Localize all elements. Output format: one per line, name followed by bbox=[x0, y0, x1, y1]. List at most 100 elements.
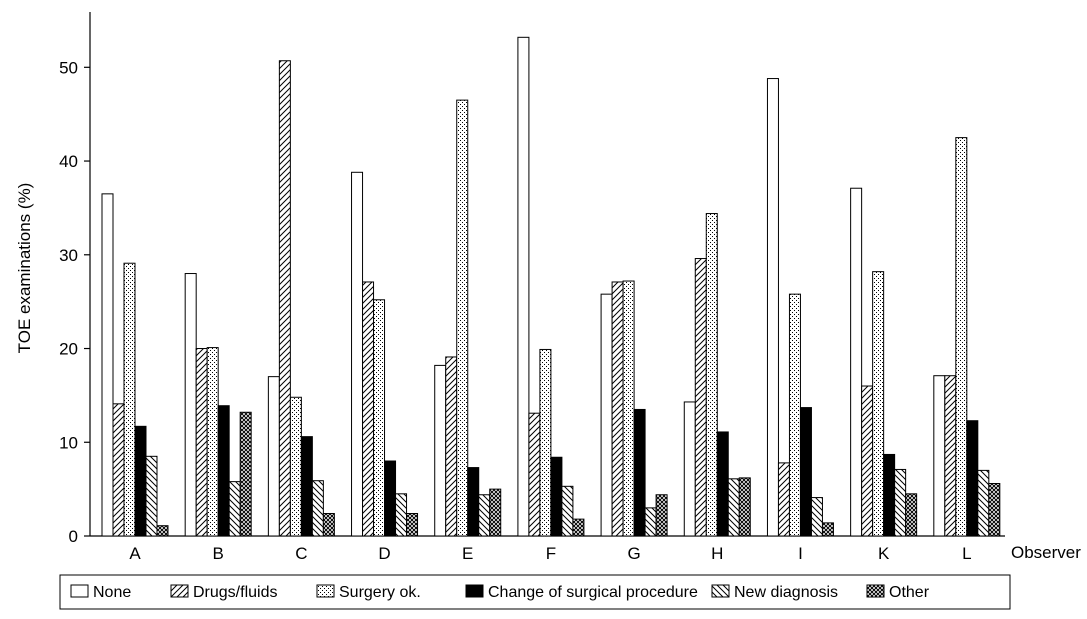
bar-F-none bbox=[517, 36, 530, 537]
x-tick-label: D bbox=[378, 544, 390, 563]
bar-D-none bbox=[351, 171, 364, 537]
legend-item: Drugs/fluids bbox=[170, 584, 277, 601]
x-tick-label: B bbox=[213, 544, 224, 563]
legend-label: Drugs/fluids bbox=[193, 584, 277, 601]
legend-swatch bbox=[866, 584, 885, 598]
bar-I-surgery-ok- bbox=[788, 293, 801, 537]
bar-A-new-diagnosis bbox=[145, 455, 158, 537]
legend-item: None bbox=[70, 584, 131, 601]
bar-C-none bbox=[267, 376, 280, 537]
bar-K-new-diagnosis bbox=[894, 468, 907, 537]
bar-F-new-diagnosis bbox=[561, 485, 574, 537]
bar-K-other bbox=[905, 493, 918, 537]
x-tick-label: F bbox=[546, 544, 556, 563]
x-tick-label: G bbox=[627, 544, 640, 563]
x-tick-label: K bbox=[878, 544, 890, 563]
bar-group-C bbox=[267, 60, 335, 537]
bar-G-new-diagnosis bbox=[644, 507, 657, 537]
bar-G-change-of-surgical-procedure bbox=[633, 408, 646, 537]
bar-G-drugs-fluids bbox=[611, 281, 624, 537]
bar-F-surgery-ok- bbox=[539, 348, 552, 537]
bar-L-new-diagnosis bbox=[977, 469, 990, 537]
bar-C-drugs-fluids bbox=[278, 60, 291, 537]
bar-D-new-diagnosis bbox=[395, 493, 408, 537]
bar-B-other bbox=[239, 411, 252, 537]
legend-frame bbox=[59, 574, 1011, 610]
bar-B-surgery-ok- bbox=[206, 347, 219, 537]
bar-L-drugs-fluids bbox=[944, 375, 957, 537]
y-tick-label: 30 bbox=[59, 246, 78, 265]
bar-group-G bbox=[600, 280, 668, 537]
bar-B-change-of-surgical-procedure bbox=[217, 405, 230, 537]
y-tick-label: 0 bbox=[69, 527, 78, 546]
legend-swatch bbox=[711, 584, 730, 598]
bar-group-A bbox=[101, 193, 169, 537]
bar-group-L bbox=[933, 137, 1001, 537]
bar-I-drugs-fluids bbox=[777, 462, 790, 537]
bar-B-drugs-fluids bbox=[195, 348, 208, 537]
legend-label: Change of surgical procedure bbox=[488, 584, 698, 601]
legend-swatch bbox=[465, 584, 484, 598]
legend-label: None bbox=[93, 584, 131, 601]
bar-H-surgery-ok- bbox=[705, 213, 718, 537]
legend-swatch bbox=[70, 584, 89, 598]
bar-E-surgery-ok- bbox=[456, 99, 469, 537]
legend: None Drugs/fluids Surgery ok. Change of sur… bbox=[59, 574, 1011, 610]
x-tick-label: I bbox=[798, 544, 803, 563]
bar-B-new-diagnosis bbox=[228, 481, 241, 537]
bar-G-surgery-ok- bbox=[622, 280, 635, 537]
bar-I-other bbox=[821, 522, 834, 537]
bar-H-drugs-fluids bbox=[694, 258, 707, 537]
bar-L-other bbox=[988, 483, 1001, 537]
legend-swatch bbox=[170, 584, 189, 598]
x-tick-label: C bbox=[295, 544, 307, 563]
bar-C-other bbox=[322, 513, 335, 537]
bar-L-change-of-surgical-procedure bbox=[966, 420, 979, 537]
bar-D-change-of-surgical-procedure bbox=[384, 460, 397, 537]
bars bbox=[101, 36, 1001, 537]
legend-item: Other bbox=[866, 584, 930, 601]
bar-D-other bbox=[406, 513, 419, 537]
x-tick-label: L bbox=[962, 544, 971, 563]
bar-I-none bbox=[766, 78, 779, 537]
bar-D-drugs-fluids bbox=[362, 281, 375, 537]
bar-C-change-of-surgical-procedure bbox=[300, 436, 313, 537]
bar-group-K bbox=[850, 187, 918, 537]
legend-swatch bbox=[316, 584, 335, 598]
y-axis-title: TOE examinations (%) bbox=[15, 183, 34, 354]
x-axis-title: Observer bbox=[1011, 543, 1081, 562]
bar-E-none bbox=[434, 364, 447, 537]
bar-H-none bbox=[683, 401, 696, 537]
bar-I-new-diagnosis bbox=[810, 497, 823, 537]
bar-D-surgery-ok- bbox=[373, 299, 386, 537]
bar-group-F bbox=[517, 36, 585, 537]
y-tick-label: 10 bbox=[59, 433, 78, 452]
legend-item: New diagnosis bbox=[711, 584, 838, 601]
bar-C-new-diagnosis bbox=[311, 480, 324, 537]
bar-group-D bbox=[351, 171, 419, 537]
legend-item: Surgery ok. bbox=[316, 584, 421, 601]
legend-label: Other bbox=[889, 584, 930, 601]
bar-K-change-of-surgical-procedure bbox=[883, 453, 896, 537]
bar-group-H bbox=[683, 213, 751, 537]
bar-C-surgery-ok- bbox=[289, 396, 302, 537]
bar-E-other bbox=[489, 488, 502, 537]
y-axis: 0 10 20 30 40 50 bbox=[59, 12, 91, 546]
bar-E-drugs-fluids bbox=[445, 356, 458, 537]
legend-label: New diagnosis bbox=[734, 584, 838, 601]
bar-A-drugs-fluids bbox=[112, 403, 125, 537]
bar-A-none bbox=[101, 193, 114, 537]
bar-G-other bbox=[655, 494, 668, 537]
bar-E-change-of-surgical-procedure bbox=[467, 467, 480, 537]
bar-F-change-of-surgical-procedure bbox=[550, 456, 563, 537]
bar-group-B bbox=[184, 273, 252, 537]
bar-K-surgery-ok- bbox=[872, 271, 885, 537]
bar-A-other bbox=[156, 525, 169, 537]
bar-H-new-diagnosis bbox=[727, 478, 740, 537]
x-tick-label: H bbox=[711, 544, 723, 563]
bar-H-change-of-surgical-procedure bbox=[716, 431, 729, 537]
bar-K-none bbox=[850, 187, 863, 537]
y-tick-label: 50 bbox=[59, 58, 78, 77]
